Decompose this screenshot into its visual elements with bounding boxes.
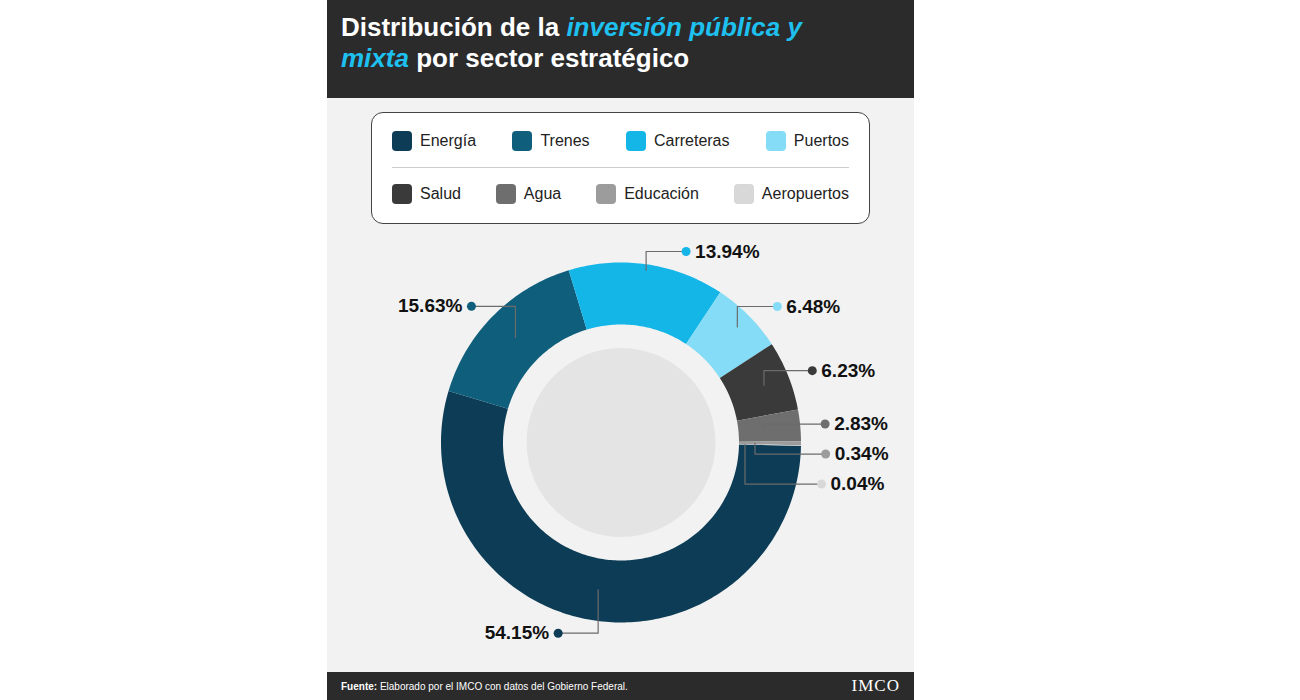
svg-text:54.15%: 54.15% — [485, 622, 550, 643]
svg-text:0.34%: 0.34% — [835, 443, 889, 464]
html-text:Educación: Educación — [624, 185, 699, 202]
html-text:Agua: Agua — [523, 185, 562, 202]
svg-text:6.23%: 6.23% — [821, 360, 875, 381]
html-text:Salud: Salud — [420, 185, 461, 202]
svg-text:0.04%: 0.04% — [831, 473, 885, 494]
html-text:Energía: Energía — [420, 132, 476, 149]
svg-text:6.48%: 6.48% — [786, 296, 840, 317]
html-text:Carreteras: Carreteras — [653, 132, 730, 149]
html-text:Puertos: Puertos — [793, 132, 849, 149]
svg-text:13.94%: 13.94% — [695, 241, 760, 262]
html-text:Fuente: Elaborado por el IMCO: Fuente: Elaborado por el IMCO con datos … — [341, 680, 628, 692]
svg-text:2.83%: 2.83% — [834, 413, 888, 434]
html-text:Aeropuertos: Aeropuertos — [761, 185, 849, 202]
html-text:Distribución de la inversión p: Distribución de la inversión pública y m… — [341, 12, 802, 74]
svg-text:15.63%: 15.63% — [398, 295, 463, 316]
html-text:IMCO: IMCO — [851, 676, 900, 695]
html-text:Trenes: Trenes — [540, 132, 590, 149]
